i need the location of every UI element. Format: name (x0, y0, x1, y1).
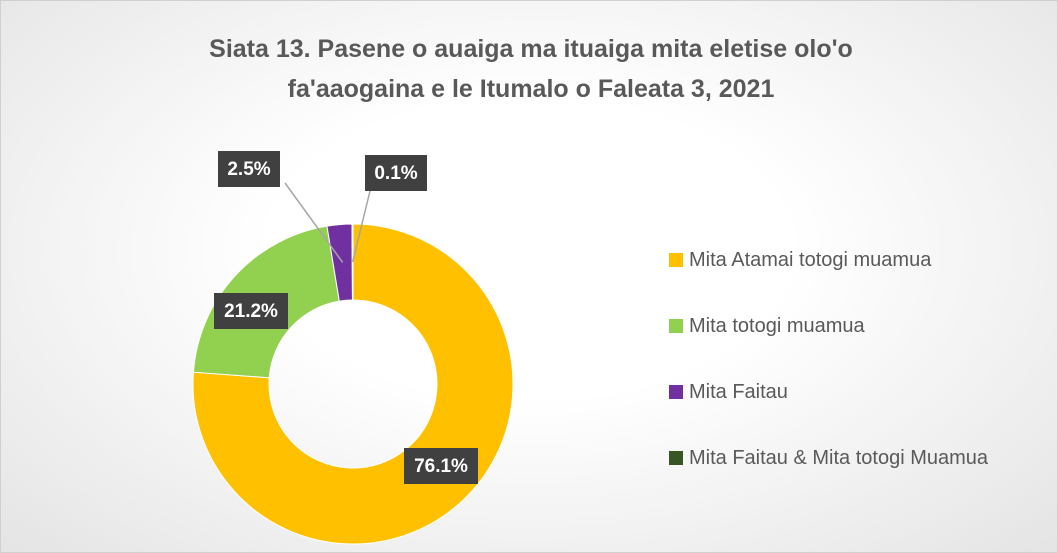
donut-segment (351, 223, 354, 301)
legend-label: Mita Atamai totogi muamua (689, 249, 932, 271)
label-box (218, 151, 280, 187)
legend-item: Mita totogi muamua (669, 311, 1019, 341)
data-label: 2.5% (227, 159, 270, 180)
legend-item: Mita Atamai totogi muamua (669, 245, 1019, 275)
label-box (365, 155, 427, 191)
leader-line (351, 186, 372, 263)
label-box (214, 293, 288, 329)
leader-line (284, 182, 344, 263)
data-label: 0.1% (374, 163, 417, 184)
legend-swatch (669, 385, 683, 399)
legend-swatch (669, 253, 683, 267)
legend-label: Mita Faitau & Mita totogi Muamua (689, 447, 989, 469)
label-box (404, 448, 478, 484)
legend-swatch (669, 451, 683, 465)
legend-label: Mita Faitau (689, 381, 788, 403)
legend-swatch (669, 319, 683, 333)
legend-item: Mita Faitau (669, 377, 1019, 407)
data-label: 21.2% (224, 301, 278, 322)
legend-item: Mita Faitau & Mita totogi Muamua (669, 443, 1019, 473)
chart-title: Siata 13. Pasene o auaiga ma ituaiga mit… (209, 35, 853, 103)
data-label: 76.1% (414, 456, 468, 477)
legend-label: Mita totogi muamua (689, 315, 865, 337)
